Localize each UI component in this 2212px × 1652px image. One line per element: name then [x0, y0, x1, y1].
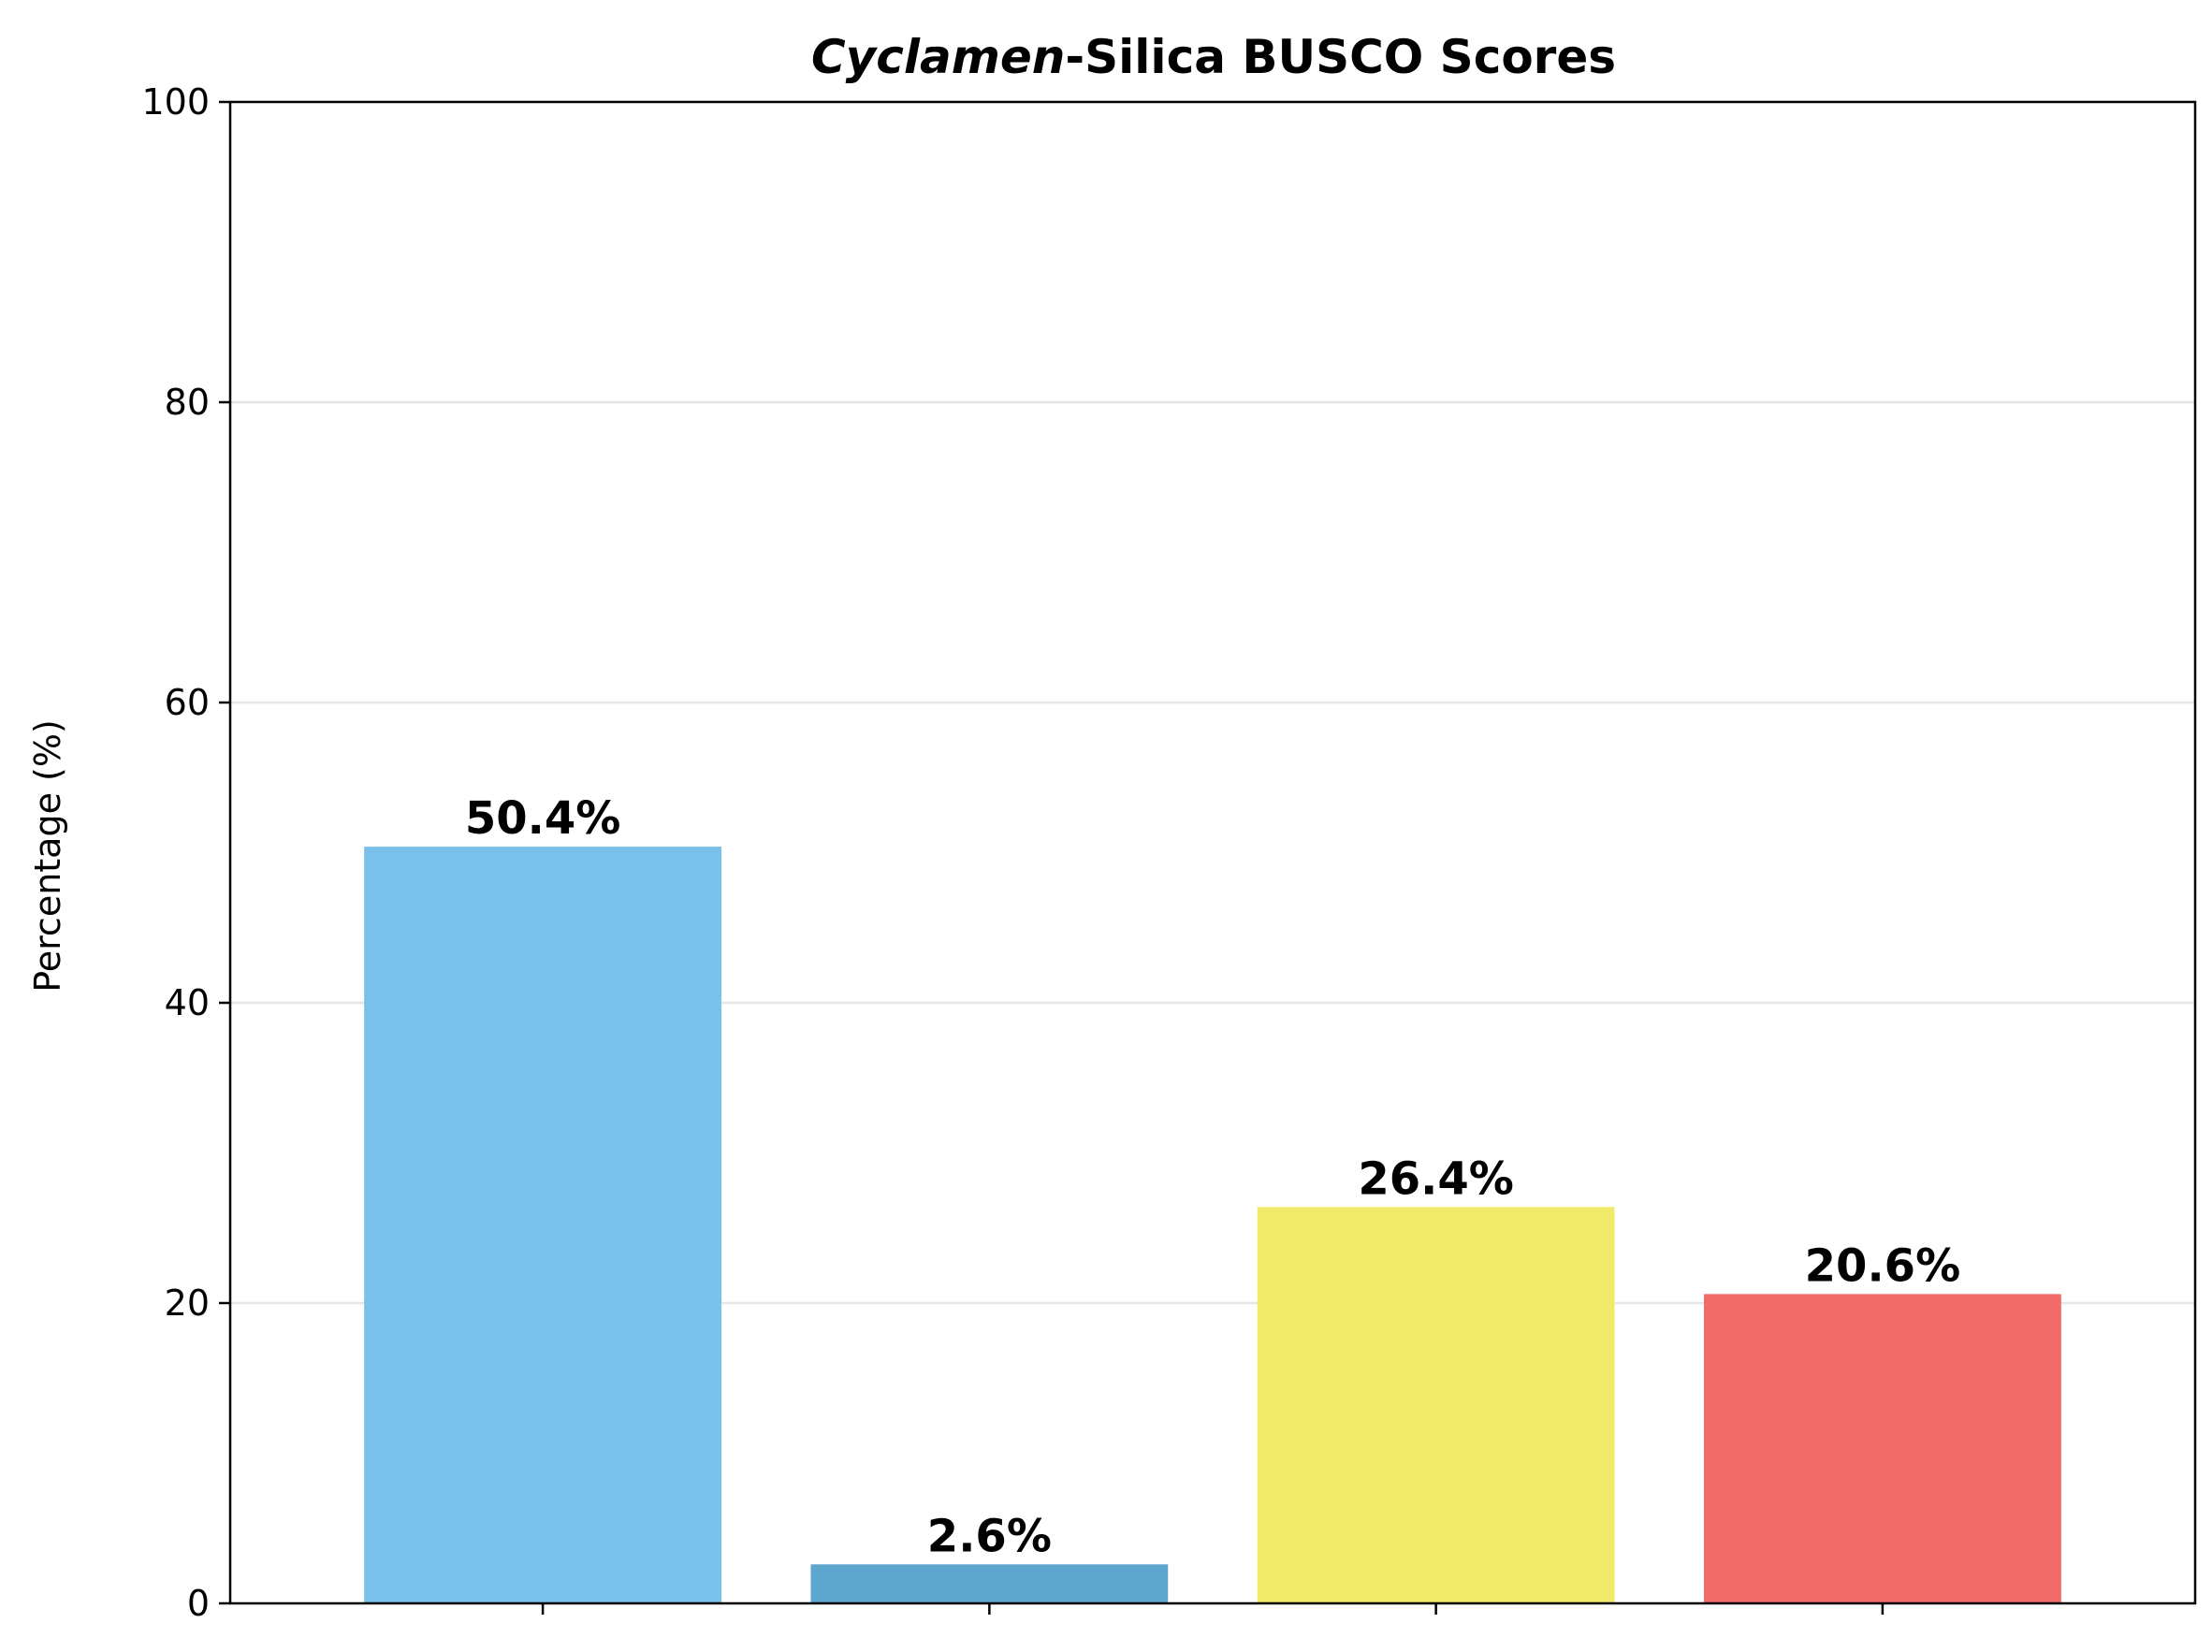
bars	[364, 847, 2061, 1603]
bar	[1257, 1207, 1615, 1603]
bar-value-label: 2.6%	[927, 1510, 1052, 1562]
chart-title: Cyclamen-Silica BUSCO Scores	[811, 30, 1616, 84]
y-tick-label: 40	[165, 982, 210, 1023]
y-tick-label: 0	[187, 1583, 210, 1624]
bar	[1704, 1294, 2061, 1603]
chart-title-italic: Cyclamen	[811, 30, 1065, 84]
y-tick-label: 100	[141, 81, 210, 123]
chart-title-rest: -Silica BUSCO Scores	[1065, 30, 1616, 84]
x-axis-ticks	[541, 1603, 1885, 1615]
bar-value-label: 20.6%	[1805, 1239, 1961, 1292]
y-tick-label: 60	[165, 682, 210, 723]
bar	[364, 847, 721, 1603]
bar-value-label: 50.4%	[465, 792, 621, 845]
data-labels: 50.4% 2.6% 26.4% 20.6%	[465, 792, 1960, 1562]
y-axis-label: Percentage (%)	[27, 719, 68, 993]
bar-value-label: 26.4%	[1358, 1152, 1514, 1205]
bar	[810, 1564, 1169, 1603]
y-tick-label: 20	[165, 1282, 210, 1324]
y-tick-label: 80	[165, 382, 210, 423]
y-axis-ticks: 0 20 40 60 80 100	[141, 81, 230, 1624]
plot-frame	[228, 100, 2197, 1605]
